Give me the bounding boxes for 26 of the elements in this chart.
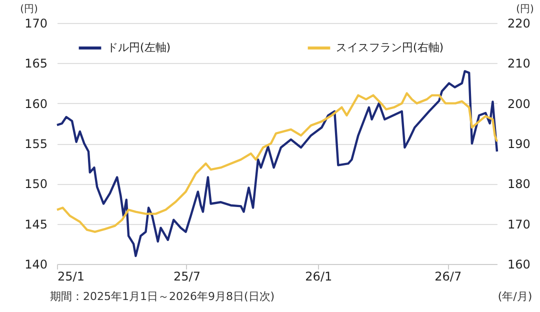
y-tick-label: 170 <box>24 16 48 30</box>
y2-tick-label: 200 <box>508 96 530 111</box>
y2-tick-label: 170 <box>508 217 530 232</box>
line-series <box>56 92 498 233</box>
x-tick-label: 25/1 <box>58 270 84 284</box>
y-tick-label: 150 <box>24 177 48 192</box>
y-tick-label: 160 <box>24 96 48 111</box>
y2-tick-label: 210 <box>508 56 530 71</box>
legend-label: スイスフラン円(右軸) <box>336 41 444 54</box>
x-tick-label: 25/7 <box>174 270 200 284</box>
x-tick-label: 26/7 <box>434 270 462 284</box>
y-tick-label: 140 <box>24 258 48 272</box>
y-tick-label: 165 <box>24 56 48 71</box>
y2-tick-label: 160 <box>508 258 530 272</box>
y2-tick-label: 190 <box>508 137 530 151</box>
legend-label: ドル円(左軸) <box>107 41 171 54</box>
y-tick-label: 145 <box>24 217 48 232</box>
y2-tick-label: 180 <box>508 177 530 192</box>
x-axis-title: (年/月) <box>498 290 532 303</box>
x-tick-label: 26/1 <box>305 270 332 284</box>
line-series <box>56 70 498 258</box>
y2-tick-label: 220 <box>508 16 530 30</box>
y-axis-title: (円) <box>20 4 38 15</box>
text: 期間：2025年1月1日～2026年9月8日(日次) <box>50 290 275 303</box>
y-tick-label: 155 <box>24 137 48 151</box>
y2-axis-title: (円) <box>516 4 534 15</box>
